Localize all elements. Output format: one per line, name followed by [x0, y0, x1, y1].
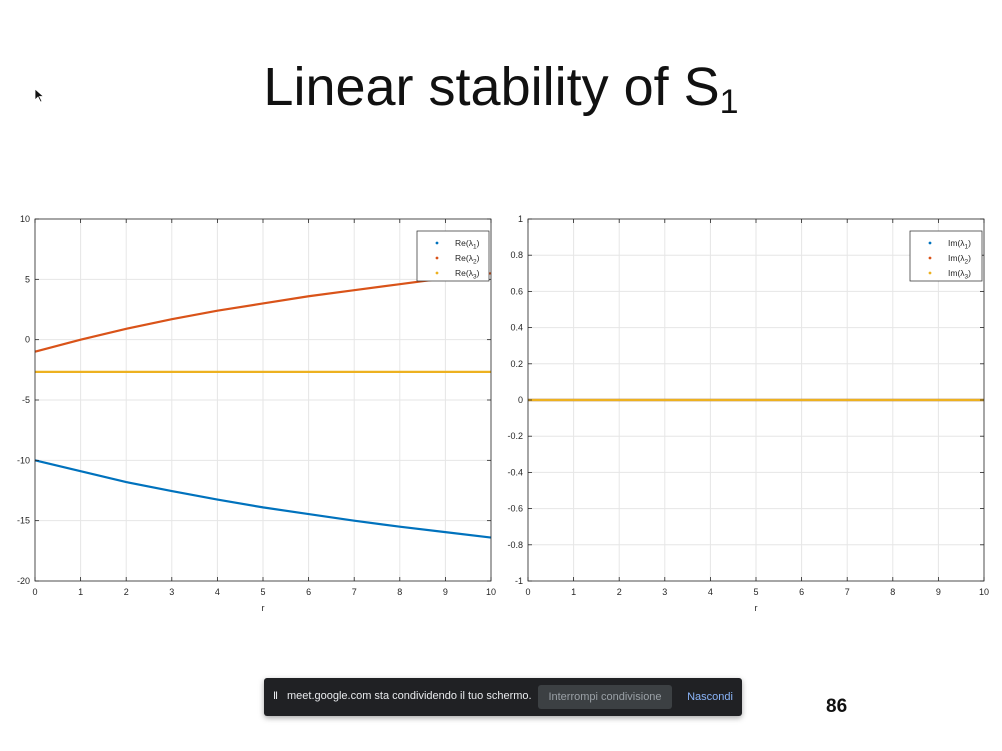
y-tick-label: -1	[515, 576, 523, 586]
x-tick-label: 2	[617, 587, 622, 597]
legend-marker-2	[435, 256, 439, 260]
slide-title-subscript: 1	[719, 83, 739, 121]
legend-marker-1	[928, 241, 932, 245]
x-tick-label: 10	[979, 587, 989, 597]
slide-title-text: Linear stability of S	[263, 57, 720, 117]
x-tick-label: 6	[306, 587, 311, 597]
legend-entry-2: Re(λ2)	[455, 253, 480, 266]
slide-page-number: 86	[826, 696, 848, 717]
y-tick-label: -20	[17, 576, 30, 586]
slide-title: Linear stability of S1	[0, 56, 1002, 122]
x-tick-label: 6	[799, 587, 804, 597]
y-tick-label: 0.6	[510, 286, 523, 296]
y-tick-label: 1	[518, 214, 523, 224]
legend-entry-2: Im(λ2)	[948, 253, 971, 266]
x-tick-label: 0	[32, 587, 37, 597]
x-axis-label: r	[262, 603, 265, 613]
y-tick-label: -10	[17, 455, 30, 465]
legend-marker-3	[928, 271, 932, 275]
y-tick-label: 0.2	[510, 359, 523, 369]
series-line-1	[34, 459, 492, 539]
x-tick-label: 8	[397, 587, 402, 597]
mouse-pointer-icon	[34, 88, 45, 103]
x-tick-label: 8	[890, 587, 895, 597]
legend-box	[909, 230, 983, 282]
legend-marker-2	[928, 256, 932, 260]
x-tick-label: 5	[260, 587, 265, 597]
imaginary-part-plot: 0 1 2 3 4 5 6 7 8 9 10 1 0.8 0.6 0.4 0.2 0 -0.2 -0.4 -0.6 -0…	[507, 214, 989, 613]
y-tick-label: 0.8	[510, 250, 523, 260]
share-message: meet.google.com sta condividendo il tuo …	[287, 690, 532, 702]
x-tick-label: 7	[352, 587, 357, 597]
legend-entry-3: Im(λ3)	[948, 268, 971, 281]
x-tick-label: 9	[443, 587, 448, 597]
x-tick-label: 7	[845, 587, 850, 597]
y-tick-label: -0.8	[507, 540, 523, 550]
x-tick-label: 1	[571, 587, 576, 597]
real-part-plot: 0 1 2 3 4 5 6 7 8 9 10 10 5 0 -5 -10 -15 -20 r Re(λ1) Re(λ2)…	[17, 214, 496, 613]
x-tick-label: 0	[525, 587, 530, 597]
hide-button[interactable]: Nascondi	[684, 685, 736, 709]
y-tick-label: 0.4	[510, 323, 523, 333]
y-tick-label: -15	[17, 516, 30, 526]
legend-entry-1: Im(λ1)	[948, 238, 971, 251]
y-tick-label: 0	[518, 395, 523, 405]
y-tick-label: -5	[22, 395, 30, 405]
x-tick-label: 4	[708, 587, 713, 597]
legend-marker-1	[435, 241, 439, 245]
screen-share-bar: II meet.google.com sta condividendo il t…	[264, 678, 742, 716]
stop-sharing-button[interactable]: Interrompi condivisione	[538, 685, 672, 709]
series-line-2	[34, 272, 492, 353]
x-tick-label: 5	[753, 587, 758, 597]
x-tick-label: 3	[662, 587, 667, 597]
x-tick-label: 2	[124, 587, 129, 597]
x-tick-label: 10	[486, 587, 496, 597]
y-tick-label: 10	[20, 214, 30, 224]
legend-entry-1: Re(λ1)	[455, 238, 480, 251]
y-tick-label: -0.6	[507, 504, 523, 514]
y-tick-label: 5	[25, 274, 30, 284]
x-tick-label: 9	[936, 587, 941, 597]
x-axis-label: r	[755, 603, 758, 613]
y-tick-label: 0	[25, 335, 30, 345]
legend-entry-3: Re(λ3)	[455, 268, 480, 281]
x-tick-label: 1	[78, 587, 83, 597]
y-tick-label: -0.4	[507, 467, 523, 477]
legend-marker-3	[435, 271, 439, 275]
legend-box	[416, 230, 490, 282]
x-tick-label: 3	[169, 587, 174, 597]
pause-icon[interactable]: II	[273, 690, 278, 702]
x-tick-label: 4	[215, 587, 220, 597]
y-tick-label: -0.2	[507, 431, 523, 441]
